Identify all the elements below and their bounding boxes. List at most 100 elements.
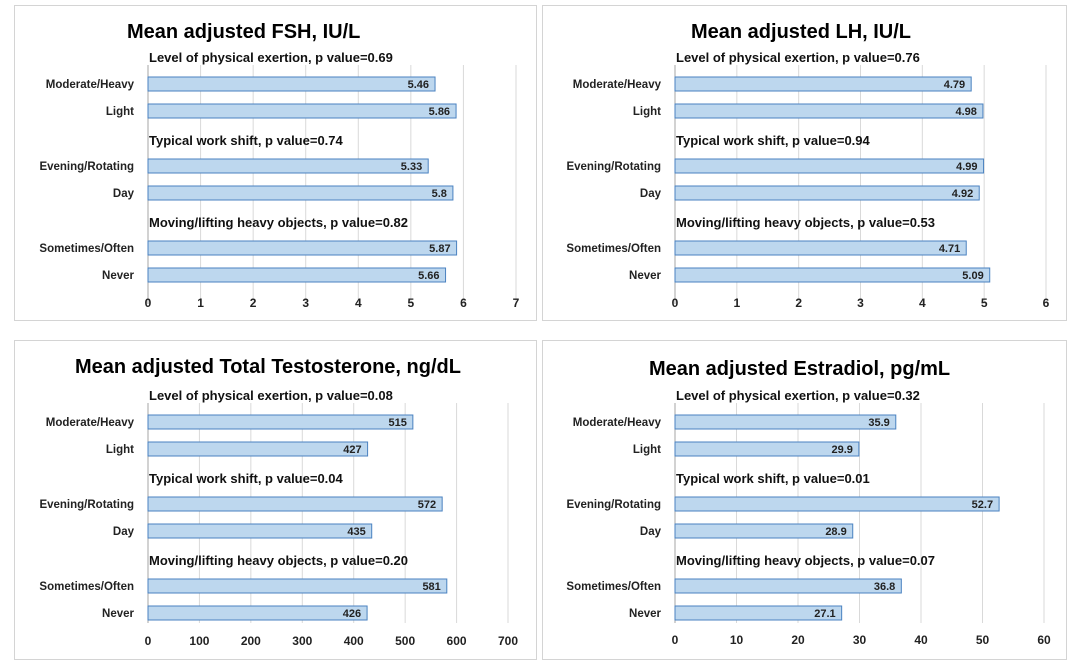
data-label: 5.33 [401,161,422,173]
data-label: 35.9 [868,417,889,429]
group-label: Typical work shift, p value=0.04 [149,471,344,486]
category-label: Evening/Rotating [39,499,134,511]
category-label: Day [640,526,662,538]
group-label: Level of physical exertion, p value=0.69 [149,50,393,65]
category-label: Never [629,270,661,282]
bar [147,185,454,201]
x-tick-label: 40 [914,633,928,647]
data-label: 4.79 [944,79,965,91]
group-label: Moving/lifting heavy objects, p value=0.… [149,553,408,568]
group-label: Moving/lifting heavy objects, p value=0.… [676,215,935,230]
bar [674,605,843,621]
category-label: Day [640,188,662,200]
x-tick-label: 700 [498,634,518,648]
bar [147,523,373,539]
data-label: 28.9 [825,526,846,538]
lh-bar-chart: Mean adjusted LH, IU/L Level of physical … [566,21,1050,310]
group-label: Typical work shift, p value=0.74 [149,133,344,148]
x-tick-label: 60 [1037,633,1051,647]
data-label: 4.92 [952,188,973,200]
category-label: Light [633,106,661,118]
x-tick-label: 3 [857,296,864,310]
x-tick-label: 4 [355,296,362,310]
bar [674,523,854,539]
data-label: 5.86 [429,106,450,118]
data-label: 5.46 [408,79,429,91]
bar [147,240,458,256]
fsh-chart-title: Mean adjusted FSH, IU/L [127,21,360,43]
bar [147,496,443,512]
x-tick-label: 600 [447,634,467,648]
x-tick-label: 3 [302,296,309,310]
category-label: Light [633,444,661,456]
x-tick-label: 2 [250,296,257,310]
bar [674,76,972,92]
x-tick-label: 10 [730,633,744,647]
category-label: Sometimes/Often [566,243,661,255]
data-label: 4.71 [939,243,960,255]
category-label: Evening/Rotating [566,161,661,173]
category-label: Light [106,444,134,456]
data-label: 27.1 [814,608,835,620]
lh-chart-title: Mean adjusted LH, IU/L [691,21,911,43]
x-tick-label: 0 [145,634,152,648]
group-label: Moving/lifting heavy objects, p value=0.… [676,553,935,568]
group-label: Level of physical exertion, p value=0.08 [149,388,393,403]
chart-panel-testosterone: Mean adjusted Total Testosterone, ng/dL L… [14,340,537,660]
category-label: Moderate/Heavy [573,417,662,429]
bar [674,103,984,119]
data-label: 4.98 [956,106,977,118]
chart-panel-fsh: Mean adjusted FSH, IU/L Level of physical… [14,5,537,321]
data-label: 572 [418,499,436,511]
fsh-bar-chart: Mean adjusted FSH, IU/L Level of physical… [39,21,519,310]
x-tick-label: 6 [1043,296,1050,310]
x-tick-label: 200 [241,634,261,648]
bar [674,240,967,256]
testosterone-bar-chart: Mean adjusted Total Testosterone, ng/dL L… [39,356,518,648]
bar [674,185,980,201]
category-label: Evening/Rotating [566,499,661,511]
data-label: 5.66 [418,270,439,282]
chart-panel-estradiol: Mean adjusted Estradiol, pg/mL Level of p… [542,340,1067,660]
bar [147,76,436,92]
x-tick-label: 100 [189,634,209,648]
bar [674,414,897,430]
data-label: 5.8 [432,188,447,200]
data-label: 426 [343,608,361,620]
data-label: 515 [388,417,406,429]
category-label: Sometimes/Often [39,581,134,593]
bar [147,267,447,283]
x-tick-label: 400 [344,634,364,648]
data-label: 581 [422,581,440,593]
x-tick-label: 300 [292,634,312,648]
x-tick-label: 1 [197,296,204,310]
group-label: Moving/lifting heavy objects, p value=0.… [149,215,408,230]
data-label: 435 [347,526,365,538]
x-tick-label: 6 [460,296,467,310]
x-tick-label: 1 [733,296,740,310]
bar [674,158,985,174]
category-label: Day [113,526,135,538]
category-label: Sometimes/Often [39,243,134,255]
estradiol-chart-title: Mean adjusted Estradiol, pg/mL [649,358,950,380]
data-label: 427 [343,444,361,456]
category-label: Light [106,106,134,118]
bar [674,441,860,457]
group-label: Level of physical exertion, p value=0.32 [676,388,920,403]
bar [147,158,429,174]
x-tick-label: 5 [408,296,415,310]
category-label: Moderate/Heavy [573,79,662,91]
bar [147,414,414,430]
bar [147,605,368,621]
data-label: 5.87 [429,243,450,255]
category-label: Never [102,608,134,620]
category-label: Never [102,270,134,282]
bar [147,578,448,594]
data-label: 4.99 [956,161,977,173]
category-label: Moderate/Heavy [46,417,135,429]
bar [147,103,457,119]
group-label: Typical work shift, p value=0.94 [676,133,871,148]
data-label: 36.8 [874,581,895,593]
x-tick-label: 0 [672,633,679,647]
estradiol-bar-chart: Mean adjusted Estradiol, pg/mL Level of p… [566,358,1051,647]
